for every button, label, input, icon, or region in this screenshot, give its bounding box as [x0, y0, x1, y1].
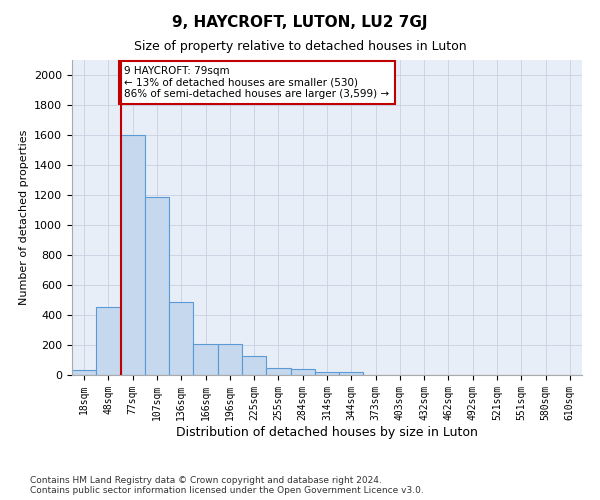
- Bar: [72, 370, 96, 375]
- Bar: [169, 302, 193, 375]
- Bar: [266, 368, 290, 375]
- Text: Contains HM Land Registry data © Crown copyright and database right 2024.
Contai: Contains HM Land Registry data © Crown c…: [30, 476, 424, 495]
- Bar: [339, 372, 364, 375]
- Text: Size of property relative to detached houses in Luton: Size of property relative to detached ho…: [134, 40, 466, 53]
- Bar: [242, 356, 266, 375]
- Bar: [145, 196, 169, 375]
- Text: 9, HAYCROFT, LUTON, LU2 7GJ: 9, HAYCROFT, LUTON, LU2 7GJ: [172, 15, 428, 30]
- Bar: [96, 306, 121, 375]
- Text: 9 HAYCROFT: 79sqm
← 13% of detached houses are smaller (530)
86% of semi-detache: 9 HAYCROFT: 79sqm ← 13% of detached hous…: [124, 66, 389, 99]
- X-axis label: Distribution of detached houses by size in Luton: Distribution of detached houses by size …: [176, 426, 478, 438]
- Bar: [121, 135, 145, 375]
- Bar: [193, 344, 218, 375]
- Bar: [218, 344, 242, 375]
- Bar: [315, 372, 339, 375]
- Y-axis label: Number of detached properties: Number of detached properties: [19, 130, 29, 305]
- Bar: [290, 369, 315, 375]
